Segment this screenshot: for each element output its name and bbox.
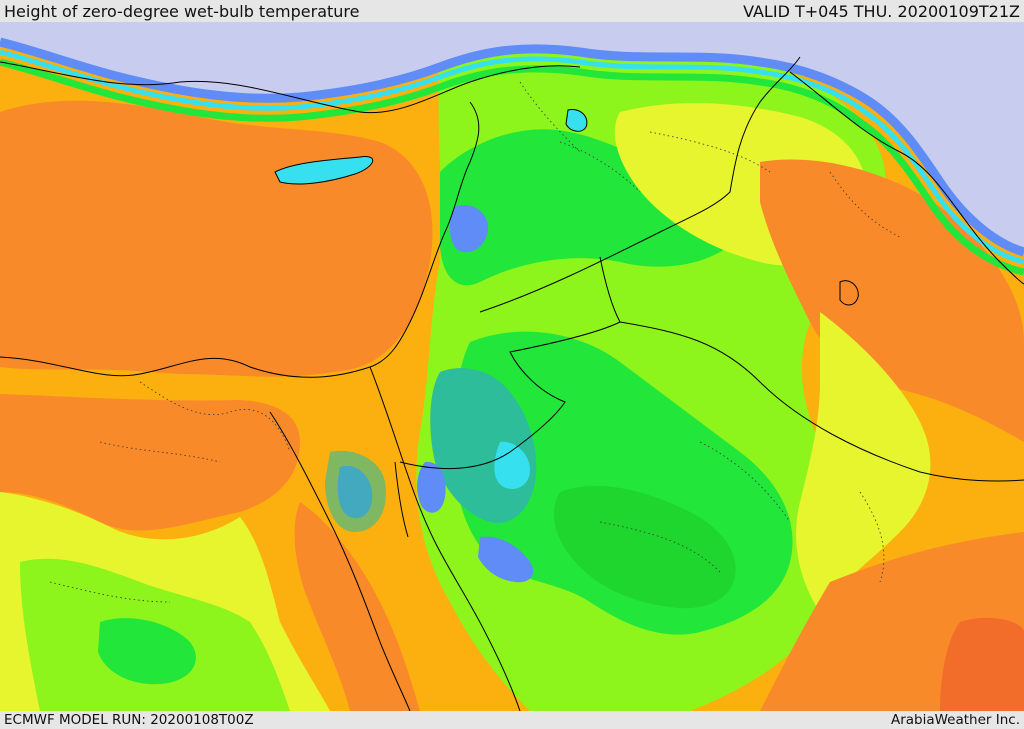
lebanon-blue xyxy=(449,204,489,253)
negev-blue xyxy=(417,461,446,513)
mediterranean-field xyxy=(0,100,433,378)
footer-bar: ECMWF MODEL RUN: 20200108T00Z ArabiaWeat… xyxy=(0,711,1024,729)
gulf-orange xyxy=(760,159,1024,442)
red-sea-field xyxy=(294,502,420,711)
cyprus-island xyxy=(274,156,373,185)
jordan-cyan xyxy=(494,441,530,490)
levant-green xyxy=(440,129,748,286)
credit-label: ArabiaWeather Inc. xyxy=(890,712,1020,728)
border-syria-iraq xyxy=(479,56,801,313)
turkey-blue-edge xyxy=(0,37,1024,257)
mediterranean-rim xyxy=(0,367,360,399)
forecast-map-svg xyxy=(0,22,1024,711)
admin-boundaries xyxy=(49,81,901,603)
header-bar: Height of zero-degree wet-bulb temperatu… xyxy=(0,0,1024,22)
model-run-label: ECMWF MODEL RUN: 20200108T00Z xyxy=(4,712,254,728)
east-arabia-yellow xyxy=(796,312,931,612)
coastline-turkey xyxy=(0,61,581,114)
sinai-teal xyxy=(325,450,386,532)
border-jordan-saudi xyxy=(399,321,621,469)
iran-lake xyxy=(839,280,859,306)
border-egypt-sinai xyxy=(369,366,401,453)
sudan-green-patch xyxy=(98,618,196,685)
iraq-lake xyxy=(565,108,588,132)
forecast-map[interactable] xyxy=(0,22,1024,711)
border-iraq-west xyxy=(599,256,621,323)
gulf-of-aqaba xyxy=(394,461,409,538)
turkey-cold xyxy=(0,22,1024,252)
turkey-cyan-edge xyxy=(0,49,1024,265)
map-title: Height of zero-degree wet-bulb temperatu… xyxy=(4,2,360,21)
coastline-red-sea-east xyxy=(399,451,521,711)
coastline-red-sea-west xyxy=(269,411,411,711)
hejaz-blue xyxy=(478,536,534,583)
coastline-gulf xyxy=(789,71,1024,285)
valid-time: VALID T+045 THU. 20200109T21Z xyxy=(743,2,1020,21)
arabia-dark-green xyxy=(553,485,736,609)
border-iraq-saudi xyxy=(619,321,1024,482)
turkey-green-edge xyxy=(0,58,1024,276)
far-east-red-orange xyxy=(940,617,1024,711)
egypt-field xyxy=(0,394,300,531)
